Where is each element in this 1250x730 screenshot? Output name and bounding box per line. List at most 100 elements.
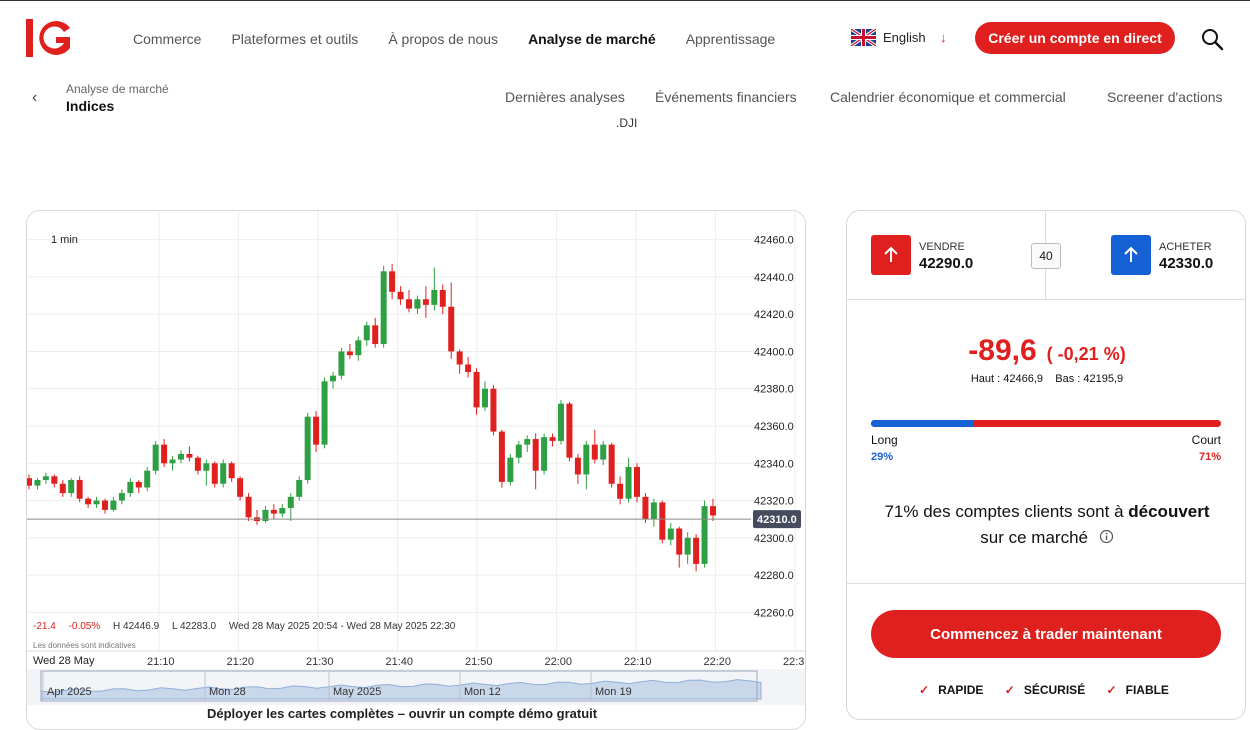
navigator-window — [40, 670, 758, 702]
candle-body — [693, 537, 700, 564]
candle-body — [144, 470, 151, 488]
arrow-up-icon — [884, 246, 898, 262]
candle-body — [600, 444, 607, 460]
sentiment-line1: 71% des comptes clients sont à — [884, 502, 1129, 521]
candle-body — [127, 481, 134, 494]
candle-body — [549, 437, 556, 441]
candle-body — [372, 325, 379, 344]
candle-body — [161, 444, 168, 464]
candle-body — [68, 480, 75, 494]
back-chevron-icon[interactable]: ‹ — [32, 89, 38, 106]
candle-body — [228, 463, 235, 479]
ig-logo[interactable] — [26, 19, 72, 57]
navigator-label: Apr 2025 — [47, 686, 92, 698]
nav-item-analyse-de-marche[interactable]: Analyse de marché — [528, 31, 656, 47]
candle-body — [34, 480, 41, 486]
nav-item-apprentissage[interactable]: Apprentissage — [685, 31, 776, 47]
y-tick-label: 42460.0 — [754, 235, 794, 247]
timeframe-label[interactable]: 1 min — [51, 234, 78, 246]
candle-body — [169, 459, 176, 464]
candle-body — [541, 437, 548, 471]
candle-body — [634, 467, 640, 497]
candle-body — [482, 388, 488, 408]
candlestick-chart[interactable]: 42460.0 42440.0 42420.0 42400.0 42380.0 42360… — [27, 211, 806, 671]
candle-body — [262, 509, 269, 522]
candle-body — [59, 483, 66, 494]
candle-body — [186, 453, 193, 458]
candle-body — [93, 500, 100, 505]
x-tick-label: 21:50 — [465, 656, 493, 668]
candle-body — [676, 528, 683, 555]
short-pct: 71% — [1198, 451, 1221, 463]
subnav-calendrier[interactable]: Calendrier économique et commercial — [830, 89, 1066, 105]
candle-body — [237, 478, 244, 497]
candle-body — [389, 271, 396, 292]
chart-navigator[interactable]: Apr 2025 Mon 28 May 2025 Mon 12 Mon 19 — [27, 669, 806, 705]
candle-body — [524, 439, 531, 445]
candle-body — [27, 478, 32, 486]
candle-body — [245, 496, 252, 518]
uk-flag-icon — [851, 29, 876, 46]
candle-body — [102, 500, 108, 510]
x-tick-label: 22:00 — [545, 656, 573, 668]
info-icon[interactable] — [1099, 529, 1114, 544]
search-icon[interactable] — [1200, 27, 1224, 51]
subnav-evenements-financiers[interactable]: Événements financiers — [655, 89, 797, 105]
candle-body — [490, 388, 497, 432]
day-low: Bas : 42195,9 — [1055, 373, 1124, 385]
candle-body — [591, 444, 598, 460]
create-live-account-button[interactable]: Créer un compte en direct — [975, 22, 1175, 54]
sell-button[interactable] — [871, 235, 911, 275]
breadcrumb-parent[interactable]: Analyse de marché — [66, 82, 169, 96]
sentiment-bold: découvert — [1128, 502, 1210, 521]
y-tick-label: 42380.0 — [754, 384, 794, 396]
candle-body — [321, 381, 328, 445]
candle-body — [642, 496, 649, 520]
nav-item-a-propos[interactable]: À propos de nous — [388, 31, 499, 47]
start-trading-button[interactable]: Commencez à trader maintenant — [871, 610, 1221, 658]
subnav-dernieres-analyses[interactable]: Dernières analyses — [505, 89, 625, 105]
top-navigation-bar: Commerce Plateformes et outils À propos … — [0, 0, 1250, 76]
candle-body — [270, 509, 277, 514]
language-selector[interactable]: English — [851, 29, 926, 46]
chart-stats: -21.4 -0.05% H 42446.9 L 42283.0 Wed 28 … — [33, 621, 465, 632]
stats-high: H 42446.9 — [113, 621, 160, 632]
candle-body — [617, 483, 624, 499]
candle-body — [194, 457, 201, 471]
divider — [847, 583, 1245, 584]
y-tick-label: 42400.0 — [754, 346, 794, 358]
chevron-down-icon[interactable]: ↓ — [940, 30, 947, 45]
candle-body — [659, 502, 666, 540]
y-tick-label: 42360.0 — [754, 421, 794, 433]
candle-body — [346, 351, 353, 356]
long-label: Long — [871, 433, 898, 447]
x-tick-label: 22:10 — [624, 656, 652, 668]
nav-item-plateformes[interactable]: Plateformes et outils — [231, 31, 359, 47]
stats-range: Wed 28 May 2025 20:54 - Wed 28 May 2025 … — [228, 621, 456, 632]
candle-body — [135, 481, 142, 488]
sentiment-text: 71% des comptes clients sont à découvert… — [847, 499, 1245, 551]
sentiment-line2: sur ce marché — [980, 528, 1088, 547]
candle-body — [330, 375, 336, 382]
candle-body — [498, 431, 505, 482]
check-icon: ✓ — [919, 683, 930, 697]
y-tick-label: 42440.0 — [754, 272, 794, 284]
subnav-screener[interactable]: Screener d'actions — [1107, 89, 1223, 105]
candle-body — [76, 480, 83, 499]
buy-button[interactable] — [1111, 235, 1151, 275]
navigator-label: Mon 28 — [209, 686, 246, 698]
candle-body — [608, 444, 615, 484]
demo-account-link[interactable]: Déployer les cartes complètes – ouvrir u… — [207, 706, 598, 721]
breadcrumb-current: Indices — [66, 98, 115, 114]
candle-body — [152, 444, 159, 471]
candle-body — [178, 453, 184, 460]
candle-body — [42, 476, 49, 481]
candle-body — [431, 289, 438, 305]
badge-fiable: FIABLE — [1125, 683, 1169, 697]
candle-body — [574, 457, 581, 475]
x-tick-label: 21:20 — [227, 656, 255, 668]
change-value: -89,6 — [968, 334, 1037, 367]
navigator-label: May 2025 — [333, 686, 381, 698]
nav-item-commerce[interactable]: Commerce — [133, 31, 202, 47]
candle-body — [279, 508, 286, 514]
